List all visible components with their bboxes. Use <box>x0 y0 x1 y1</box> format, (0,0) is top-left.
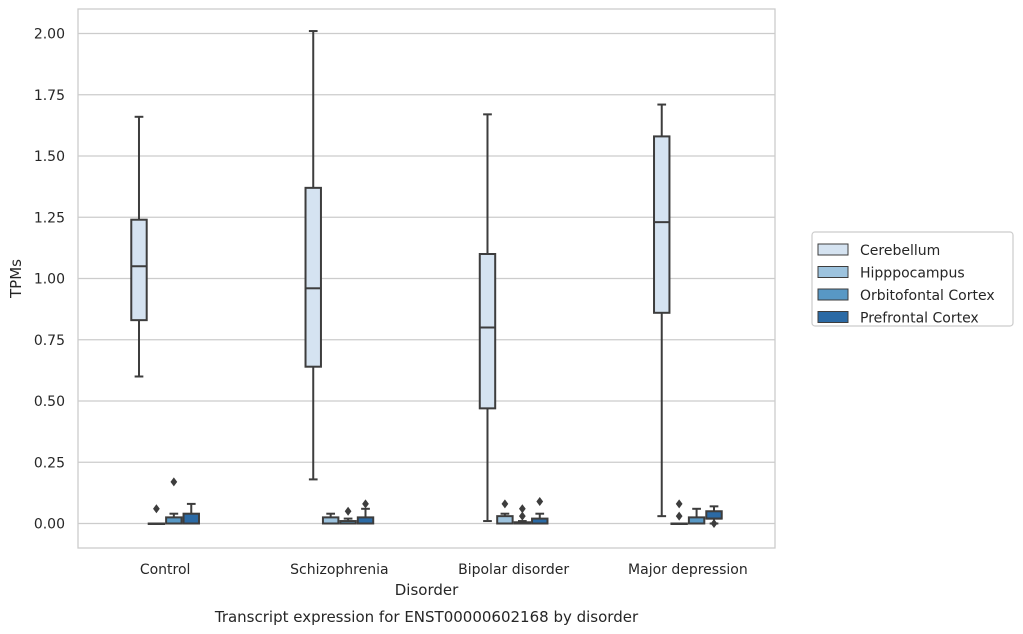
y-tick-label: 0.00 <box>34 517 65 533</box>
grid-lines <box>78 32 775 525</box>
y-tick-label: 0.25 <box>34 455 65 471</box>
x-tick-label: Major depression <box>628 562 748 578</box>
box-orbitofontal-cortex <box>513 504 532 525</box>
outlier-point <box>170 477 178 487</box>
box-iqr <box>304 186 322 368</box>
outlier-point <box>710 519 718 528</box>
outlier-point <box>344 506 352 516</box>
y-tick-label: 1.75 <box>34 88 65 104</box>
legend-frame <box>811 231 1014 327</box>
box-orbitofontal-cortex <box>165 477 183 525</box>
box-hipppocampus <box>670 499 688 525</box>
y-tick-label: 0.50 <box>34 394 65 410</box>
legend-swatch <box>817 243 849 256</box>
outlier-point <box>675 511 683 521</box>
box-cerebellum <box>130 115 148 378</box>
box-iqr <box>653 135 671 314</box>
legend-label: Hipppocampus <box>860 266 965 282</box>
box-iqr <box>130 218 148 322</box>
outlier-point <box>675 499 683 509</box>
box-prefrontal-cortex <box>531 496 549 525</box>
box-hipppocampus <box>147 504 166 525</box>
box-cerebellum <box>304 30 322 481</box>
box-prefrontal-cortex <box>705 505 723 528</box>
y-tick-label: 1.50 <box>34 149 65 165</box>
plot-frame <box>77 8 776 549</box>
y-tick-label: 1.25 <box>34 210 65 226</box>
outlier-point <box>501 499 509 509</box>
box-prefrontal-cortex <box>182 502 200 525</box>
box-cerebellum <box>653 103 671 518</box>
box-cerebellum <box>478 113 497 523</box>
box-hipppocampus <box>496 499 514 525</box>
box-prefrontal-cortex <box>356 499 375 525</box>
legend-swatch <box>817 311 849 323</box>
box-iqr <box>496 515 514 525</box>
legend-swatch <box>817 266 849 278</box>
x-tick-label: Schizophrenia <box>290 562 388 578</box>
outlier-point <box>362 499 369 509</box>
y-tick-label: 0.75 <box>34 333 65 349</box>
y-axis-title: TPMs <box>7 259 25 299</box>
x-axis-title: Disorder <box>395 581 459 599</box>
y-tick-label: 1.00 <box>34 272 65 288</box>
outlier-point <box>536 496 544 506</box>
box-plot-marks <box>130 30 723 528</box>
x-tick-label: Bipolar disorder <box>458 562 569 578</box>
legend-label: Orbitofontal Cortex <box>860 288 995 304</box>
outlier-point <box>518 511 526 521</box>
box-orbitofontal-cortex <box>339 506 357 525</box>
outlier-point <box>153 504 160 514</box>
box-hipppocampus <box>321 512 340 525</box>
box-orbitofontal-cortex <box>687 507 706 525</box>
legend-label: Cerebellum <box>860 243 940 259</box>
box-iqr <box>705 510 723 520</box>
legend-label: Prefrontal Cortex <box>860 311 979 327</box>
y-axis-ticks: 0.00 0.25 0.50 0.75 1.00 1.25 1.50 1.75 2.00 <box>34 27 65 533</box>
legend-swatch <box>817 288 849 301</box>
legend: Cerebellum Hipppocampus Orbitofontal Corte… <box>811 231 1014 327</box>
box-iqr <box>182 512 200 525</box>
y-tick-label: 2.00 <box>34 27 65 43</box>
x-tick-label: Control <box>140 562 191 578</box>
chart-caption: Transcript expression for ENST0000060216… <box>214 608 639 626</box>
outlier-point <box>518 504 526 514</box>
box-iqr <box>478 253 497 410</box>
x-axis-ticks: Control Schizophrenia Bipolar disorder Majo… <box>140 562 748 578</box>
